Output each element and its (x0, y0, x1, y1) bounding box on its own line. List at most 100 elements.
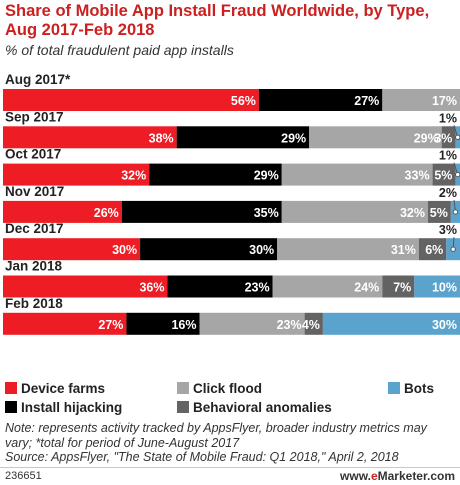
data-label: 29% (414, 131, 439, 145)
bar-segment (382, 275, 415, 298)
bar-segment (3, 200, 122, 223)
data-label: 5% (434, 169, 452, 183)
data-label: 23% (277, 318, 302, 332)
category-label: Feb 2018 (5, 296, 63, 311)
callout-dot (455, 134, 460, 140)
data-label: 6% (425, 243, 443, 257)
category-label: Oct 2017 (5, 147, 61, 162)
bar-segment (140, 238, 278, 261)
legend-label: Device farms (21, 381, 106, 396)
data-label: 17% (432, 94, 457, 108)
data-label: 23% (245, 281, 270, 295)
note-text: Note: represents activity tracked by App… (5, 421, 427, 450)
category-label: Dec 2017 (5, 221, 64, 236)
brand-prefix: www. (340, 469, 371, 483)
data-label: 7% (393, 281, 411, 295)
bar-segment (3, 312, 127, 335)
data-label: 1% (439, 111, 457, 125)
source-text: Source: AppsFlyer, "The State of Mobile … (5, 450, 399, 464)
bar-segment (3, 163, 150, 186)
bar-segment (418, 238, 447, 261)
data-label: 30% (112, 243, 137, 257)
bar-segment (3, 238, 141, 261)
data-label: 27% (354, 94, 379, 108)
data-label: 26% (94, 206, 119, 220)
data-label: 31% (391, 243, 416, 257)
bar-segment (272, 275, 383, 298)
bar-segment (322, 312, 460, 335)
bar-segment (199, 312, 305, 335)
legend-swatch-click-flood (177, 382, 189, 394)
data-label: 1% (439, 149, 457, 163)
data-label: 27% (98, 318, 123, 332)
bar-segment (281, 163, 433, 186)
category-label: Aug 2017* (5, 72, 71, 87)
bar-segment (3, 126, 177, 149)
bar-segment (126, 312, 200, 335)
bar-segment (258, 89, 383, 111)
legend-item-install-hijacking: Install hijacking (5, 400, 122, 415)
callout-dot (452, 209, 459, 215)
data-label: 5% (430, 206, 448, 220)
category-label: Jan 2018 (5, 259, 63, 274)
footer-divider (0, 467, 460, 468)
legend-label: Click flood (193, 381, 263, 396)
brand-e: e (370, 469, 378, 483)
data-label: 16% (171, 318, 196, 332)
data-label: 35% (254, 206, 279, 220)
bar-segment (428, 200, 451, 223)
category-label: Nov 2017 (5, 184, 64, 199)
data-label: 30% (432, 318, 457, 332)
legend-item-bots: Bots (388, 381, 434, 396)
brand-rest: Marketer.com (377, 469, 455, 483)
data-label: 30% (249, 243, 274, 257)
data-label: 24% (354, 281, 379, 295)
legend-label: Bots (404, 381, 434, 396)
data-label: 32% (121, 169, 146, 183)
callout-dot (450, 246, 456, 252)
data-label: 38% (149, 131, 174, 145)
bar-segment (277, 238, 419, 261)
legend-swatch-bots (388, 382, 400, 394)
data-label: 33% (405, 169, 430, 183)
callout-dot (455, 171, 460, 178)
chart-subtitle: % of total fraudulent paid app installs (5, 42, 234, 58)
chart-notes: Note: represents activity tracked by App… (5, 421, 455, 465)
legend-swatch-device-farms (5, 382, 17, 394)
data-label: 2% (439, 186, 457, 200)
legend-item-behavioral-anomalies: Behavioral anomalies (177, 400, 332, 415)
legend-swatch-install-hijacking (5, 401, 17, 413)
brand-logo[interactable]: www.eMarketer.com (340, 469, 455, 483)
category-label: Sep 2017 (5, 109, 64, 124)
bar-segment (3, 275, 168, 298)
data-label: 56% (231, 94, 256, 108)
bar-segment (382, 89, 460, 111)
bar-segment (149, 163, 282, 186)
bar-segment (176, 126, 310, 149)
legend-label: Behavioral anomalies (193, 400, 332, 415)
data-label: 3% (434, 131, 452, 145)
data-label: 36% (139, 281, 164, 295)
bar-segment (309, 126, 442, 149)
bar-segment (281, 200, 429, 223)
legend-label: Install hijacking (21, 400, 123, 415)
chart-title: Share of Mobile App Install Fraud Worldw… (5, 2, 430, 39)
data-label: 10% (432, 281, 457, 295)
bar-segment (304, 312, 323, 335)
data-label: 4% (302, 318, 320, 332)
bar-segment (432, 163, 456, 186)
data-label: 32% (400, 206, 425, 220)
legend-item-click-flood: Click flood (177, 381, 262, 396)
bar-segment (167, 275, 273, 298)
legend-swatch-behavioral-anomalies (177, 401, 189, 413)
data-label: 29% (254, 169, 279, 183)
legend-item-device-farms: Device farms (5, 381, 105, 396)
data-label: 3% (439, 223, 457, 237)
bar-segment (3, 89, 259, 111)
bar-segment (441, 126, 456, 149)
chart-id: 236651 (5, 470, 42, 482)
data-label: 29% (281, 131, 306, 145)
bar-segment (414, 275, 460, 298)
bar-segment (121, 200, 282, 223)
